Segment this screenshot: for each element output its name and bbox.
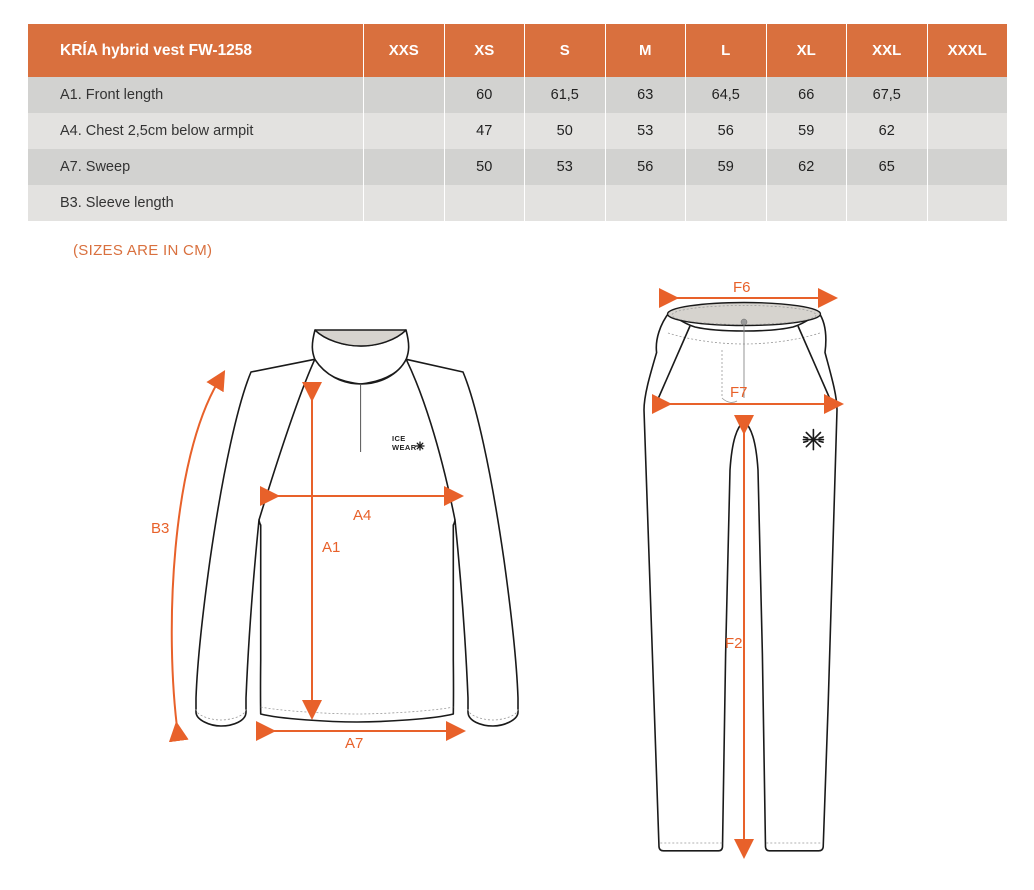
svg-text:F2: F2 <box>725 635 743 652</box>
svg-text:F6: F6 <box>733 279 751 296</box>
svg-text:ICE: ICE <box>392 434 406 443</box>
svg-text:A4: A4 <box>353 507 371 524</box>
svg-text:A1: A1 <box>322 539 340 556</box>
svg-text:F7: F7 <box>730 384 748 401</box>
svg-text:B3: B3 <box>151 520 169 537</box>
svg-text:WEAR: WEAR <box>392 443 417 452</box>
svg-text:A7: A7 <box>345 735 363 752</box>
